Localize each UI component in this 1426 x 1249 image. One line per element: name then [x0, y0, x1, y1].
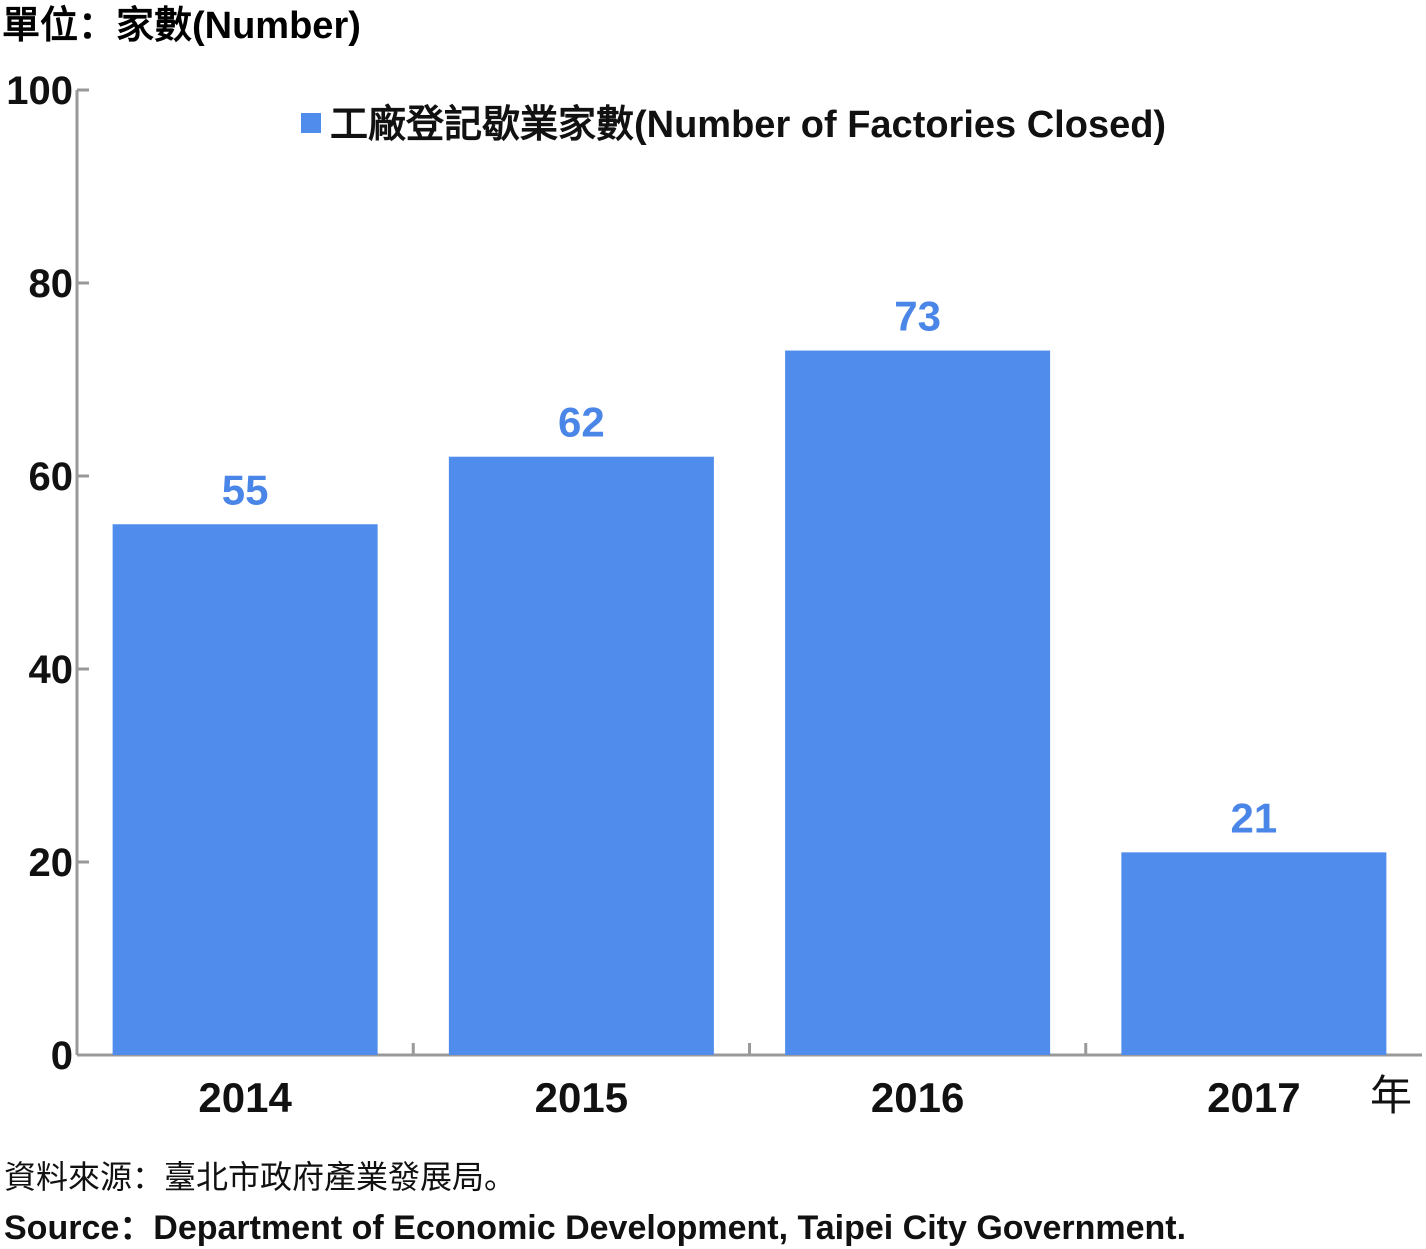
bar-2014	[112, 524, 378, 1055]
y-tick-label: 40	[29, 648, 74, 692]
legend-swatch	[301, 113, 321, 133]
y-tick-label: 80	[29, 262, 74, 306]
bar-2017	[1121, 852, 1387, 1055]
data-label-2016: 73	[894, 293, 941, 340]
legend-label: 工廠登記歇業家數(Number of Factories Closed)	[330, 103, 1166, 146]
y-tick-label: 0	[51, 1034, 73, 1078]
category-labels: 2014 2015 2016 2017	[198, 1074, 1300, 1121]
y-tick-label: 20	[29, 841, 74, 885]
data-label-2014: 55	[222, 466, 269, 513]
legend: 工廠登記歇業家數(Number of Factories Closed)	[301, 103, 1166, 146]
category-label-2015: 2015	[535, 1074, 628, 1121]
x-axis-unit: 年	[1370, 1072, 1412, 1119]
data-label-2015: 62	[558, 399, 605, 446]
category-label-2017: 2017	[1207, 1074, 1300, 1121]
source-english: Source：Department of Economic Developmen…	[4, 1209, 1187, 1247]
category-label-2014: 2014	[198, 1074, 292, 1121]
y-tick-label: 100	[6, 69, 73, 113]
unit-label: 單位：家數(Number)	[2, 5, 361, 47]
data-label-2017: 21	[1231, 794, 1278, 841]
bars	[112, 350, 1387, 1055]
source-chinese: 資料來源：臺北市政府產業發展局。	[4, 1159, 517, 1195]
y-ticks: 0 20 40 60 80 100	[6, 69, 89, 1078]
data-labels: 55 62 73 21	[222, 293, 1277, 842]
bar-2016	[785, 350, 1051, 1055]
y-tick-label: 60	[29, 455, 74, 499]
bar-2015	[448, 456, 714, 1055]
category-label-2016: 2016	[871, 1074, 964, 1121]
